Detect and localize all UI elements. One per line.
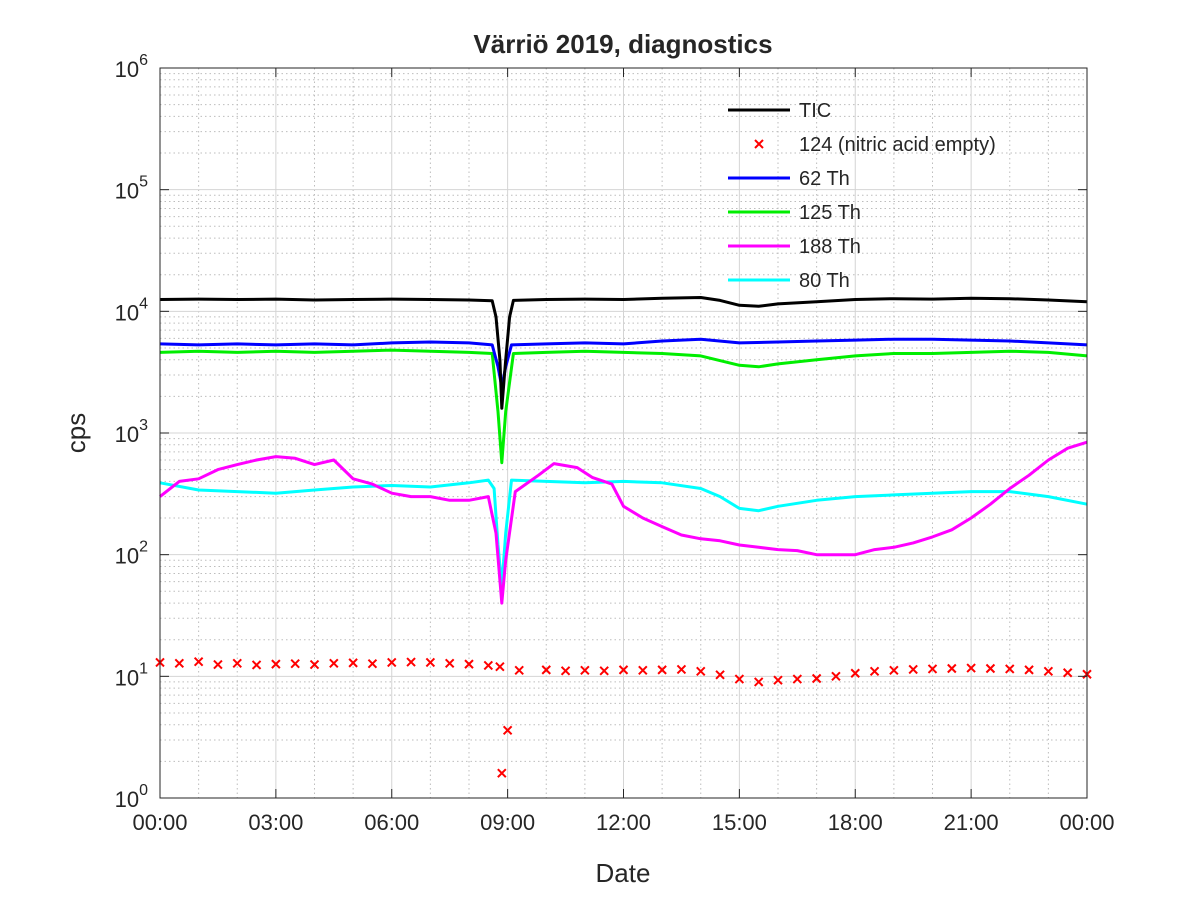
data-point xyxy=(290,658,300,669)
data-point xyxy=(580,665,590,676)
data-point xyxy=(657,665,667,675)
data-point xyxy=(425,657,436,668)
data-point xyxy=(676,664,687,675)
series-layer xyxy=(155,296,1092,778)
legend-entry: 80 Th xyxy=(728,270,850,292)
data-point xyxy=(889,665,899,676)
data-point xyxy=(966,663,976,673)
data-point xyxy=(348,658,358,668)
x-tick-label: 12:00 xyxy=(596,810,651,835)
data-point xyxy=(773,675,783,685)
data-point xyxy=(232,658,242,668)
y-tick-label: 102 xyxy=(115,539,148,569)
legend-entry: 188 Th xyxy=(728,236,861,258)
data-point xyxy=(696,666,706,677)
series-line-tic xyxy=(159,296,1088,410)
x-tick-label: 00:00 xyxy=(132,810,187,835)
data-point xyxy=(618,665,629,675)
legend-entry: TIC xyxy=(728,100,831,122)
y-tick-label: 105 xyxy=(115,174,148,204)
y-axis-label: cps xyxy=(61,413,91,453)
data-point xyxy=(174,658,185,668)
series-line-125-th xyxy=(159,348,1088,465)
data-point xyxy=(444,658,455,668)
data-point xyxy=(213,659,223,670)
data-point xyxy=(850,668,860,678)
series-line-62-th xyxy=(159,337,1088,389)
x-tick-label: 03:00 xyxy=(248,810,303,835)
data-point xyxy=(309,659,320,670)
data-point xyxy=(329,658,339,668)
data-point xyxy=(502,725,513,736)
data-point xyxy=(464,659,474,669)
axes xyxy=(159,67,1088,799)
data-point xyxy=(947,663,957,674)
data-point xyxy=(387,657,397,668)
x-tick-label: 21:00 xyxy=(944,810,999,835)
data-point xyxy=(927,664,938,674)
data-point xyxy=(514,665,524,676)
y-tick-label: 104 xyxy=(115,295,148,325)
legend-entry: 124 (nitric acid empty) xyxy=(754,134,996,156)
data-point xyxy=(1024,665,1034,675)
legend-label: TIC xyxy=(799,100,831,122)
data-point xyxy=(541,665,551,675)
data-point xyxy=(869,666,880,677)
data-point xyxy=(560,666,571,676)
legend: TIC 124 (nitric acid empty) 62 Th 125 Th 188… xyxy=(728,100,996,292)
data-point xyxy=(792,674,803,684)
data-point xyxy=(715,670,725,680)
x-tick-label: 06:00 xyxy=(364,810,419,835)
legend-entry: 125 Th xyxy=(728,202,861,224)
series-markers-124-nitric-acid-empty- xyxy=(155,656,1092,778)
data-point xyxy=(638,665,648,676)
data-point xyxy=(193,656,204,667)
y-tick-label: 101 xyxy=(115,660,148,690)
data-point xyxy=(497,768,507,778)
x-tick-label: 09:00 xyxy=(480,810,535,835)
x-tick-label: 00:00 xyxy=(1059,810,1114,835)
legend-swatch xyxy=(754,139,764,149)
data-point xyxy=(599,666,609,676)
data-point xyxy=(406,657,416,667)
x-axis-label: Date xyxy=(596,858,651,888)
x-tick-label: 18:00 xyxy=(828,810,883,835)
tick-labels: 00:00 03:00 06:00 09:00 12:00 15:00 18:00 21:00… xyxy=(115,52,1115,835)
data-point xyxy=(1043,666,1054,677)
legend-label: 62 Th xyxy=(799,168,850,190)
y-tick-label: 103 xyxy=(115,417,148,447)
y-tick-label: 106 xyxy=(115,52,148,82)
legend-label: 124 (nitric acid empty) xyxy=(799,134,996,156)
data-point xyxy=(495,661,505,672)
y-tick-label: 100 xyxy=(115,782,148,812)
data-point xyxy=(367,658,378,669)
data-point xyxy=(1005,664,1015,674)
data-point xyxy=(483,660,494,671)
data-point xyxy=(985,663,996,674)
data-point xyxy=(1062,668,1073,678)
data-point xyxy=(271,659,281,669)
data-point xyxy=(831,671,841,682)
legend-label: 125 Th xyxy=(799,202,861,224)
legend-label: 80 Th xyxy=(799,270,850,292)
series-line-80-th xyxy=(159,478,1088,588)
data-point xyxy=(908,664,918,675)
data-point xyxy=(251,660,262,670)
legend-label: 188 Th xyxy=(799,236,861,258)
data-point xyxy=(753,677,764,687)
x-tick-label: 15:00 xyxy=(712,810,767,835)
data-point xyxy=(811,673,822,684)
legend-entry: 62 Th xyxy=(728,168,850,190)
data-point xyxy=(734,674,745,684)
series-line-188-th xyxy=(159,440,1088,605)
chart-title: Värriö 2019, diagnostics xyxy=(473,29,772,59)
